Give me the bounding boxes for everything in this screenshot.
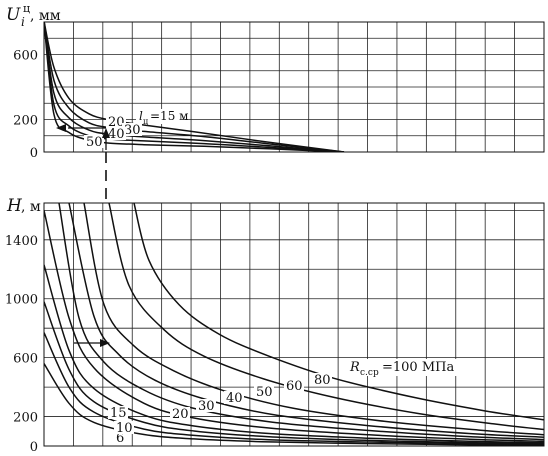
- series-line-100: [133, 203, 544, 421]
- plot-frame: [43, 21, 545, 153]
- bottom-legend-suffix: =100 МПа: [382, 360, 454, 375]
- curve-label-40: 40: [108, 127, 125, 142]
- curve-label-6: 6: [116, 431, 124, 446]
- curve-label-50: 50: [256, 385, 273, 400]
- curve-label-bg: [196, 399, 216, 412]
- y-tick-label: 1400: [5, 234, 38, 249]
- bottom-ylabel-unit: , м: [21, 199, 41, 215]
- reading-guide: [56, 124, 110, 347]
- guide-arrowhead-top-left: [56, 124, 66, 132]
- curve-label-bg: [106, 115, 126, 128]
- curve-label-bg: [254, 385, 274, 398]
- y-tick-label: 200: [13, 411, 38, 426]
- curve-label-bg: [170, 407, 190, 420]
- series-line-40: [58, 203, 544, 441]
- curve-label-bg: [122, 123, 142, 136]
- guide-arrowhead-bottom-right: [100, 339, 110, 347]
- y-tick-label: 0: [30, 440, 38, 455]
- curve-label-50: 50: [86, 135, 103, 150]
- curve-label-bg: [106, 127, 126, 140]
- series-line-15: [44, 301, 544, 445]
- curve-label-15: 15: [110, 406, 127, 421]
- y-tick-label: 1000: [5, 293, 38, 308]
- bottom-legend-label: R: [349, 360, 360, 375]
- plot-frame: [43, 202, 545, 447]
- top-legend-label-sub: ц: [143, 117, 148, 126]
- guide-arrowhead-top-up: [102, 128, 110, 138]
- top-ylabel-sup: ц: [23, 2, 30, 15]
- y-tick-label: 0: [30, 146, 38, 161]
- curve-label-80: 80: [314, 373, 331, 388]
- series-line-6: [44, 363, 544, 446]
- series-line-80: [108, 203, 544, 431]
- top-ylabel-main: U: [6, 5, 21, 25]
- curve-label-40: 40: [226, 391, 243, 406]
- curve-label-60: 60: [286, 379, 303, 394]
- y-tick-label: 600: [13, 49, 38, 64]
- curve-label-bg: [224, 391, 244, 404]
- top-ylabel-unit: , мм: [30, 8, 61, 24]
- top-ylabel-sub: i: [21, 15, 25, 29]
- bottom-legend-label-sub: с.ср: [360, 368, 379, 378]
- curve-label-30: 30: [124, 123, 141, 138]
- series-line-30: [44, 210, 544, 443]
- y-tick-label: 600: [13, 352, 38, 367]
- legend-label-bg: [347, 359, 459, 376]
- curve-label-bg: [108, 406, 128, 419]
- top-legend-label: l: [139, 109, 143, 123]
- y-tick-label: 200: [13, 114, 38, 129]
- curve-label-bg: [84, 135, 104, 148]
- top-legend-suffix: =15 м: [150, 109, 188, 123]
- curve-label-bg: [114, 431, 126, 444]
- top-chart-grid: [43, 21, 545, 153]
- curve-label-10: 10: [116, 421, 133, 436]
- series-line-20: [44, 264, 544, 444]
- curve-label-bg: [114, 421, 134, 434]
- curve-label-30: 30: [198, 399, 215, 414]
- curve-label-bg: [284, 379, 304, 392]
- curve-label-bg: [312, 373, 332, 386]
- curve-label-20: 20: [108, 115, 125, 130]
- bottom-ylabel-main: H: [6, 196, 23, 216]
- series-line-50: [44, 22, 345, 152]
- bottom-chart-y-ticks: 0 200 600 1000 1400: [5, 234, 38, 455]
- series-line-10: [44, 332, 544, 446]
- legend-label-bg: [136, 109, 182, 124]
- curve-label-20: 20: [172, 407, 189, 422]
- top-chart-y-ticks: 0 200 600: [13, 49, 38, 162]
